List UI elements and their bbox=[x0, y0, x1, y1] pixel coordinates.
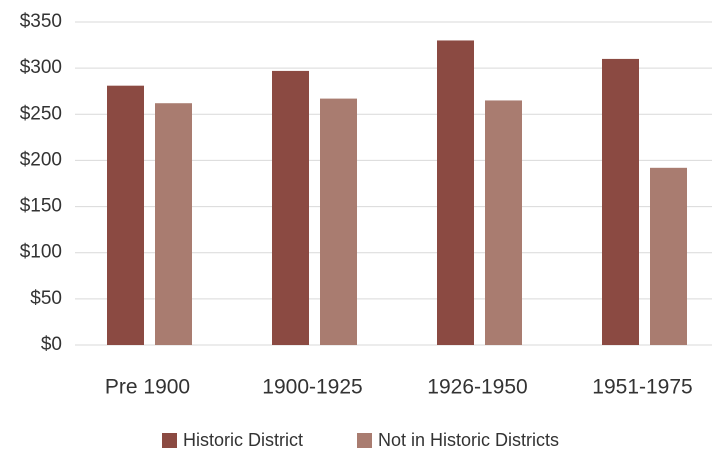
bar bbox=[155, 103, 192, 345]
bar bbox=[602, 58, 639, 346]
y-tick-label: $150 bbox=[20, 196, 62, 217]
y-tick-label: $250 bbox=[20, 103, 62, 124]
bar bbox=[650, 167, 687, 345]
legend-swatch bbox=[162, 433, 177, 448]
x-tick-label: Pre 1900 bbox=[105, 376, 190, 399]
legend-label: Historic District bbox=[183, 430, 303, 450]
y-tick-label: $350 bbox=[20, 11, 62, 32]
legend-swatch bbox=[357, 433, 372, 448]
x-tick-label: 1926-1950 bbox=[427, 376, 527, 399]
bar bbox=[320, 98, 357, 346]
bar bbox=[107, 85, 144, 346]
y-tick-label: $200 bbox=[20, 149, 62, 170]
y-tick-label: $300 bbox=[20, 57, 62, 78]
bar bbox=[437, 40, 474, 345]
x-tick-label: 1951-1975 bbox=[592, 376, 692, 399]
y-tick-label: $50 bbox=[30, 288, 62, 309]
legend-label: Not in Historic Districts bbox=[378, 430, 559, 450]
bar bbox=[485, 100, 522, 345]
y-tick-label: $100 bbox=[20, 242, 62, 263]
y-tick-label: $0 bbox=[41, 334, 62, 355]
x-tick-label: 1900-1925 bbox=[262, 376, 362, 399]
bar bbox=[272, 70, 309, 345]
